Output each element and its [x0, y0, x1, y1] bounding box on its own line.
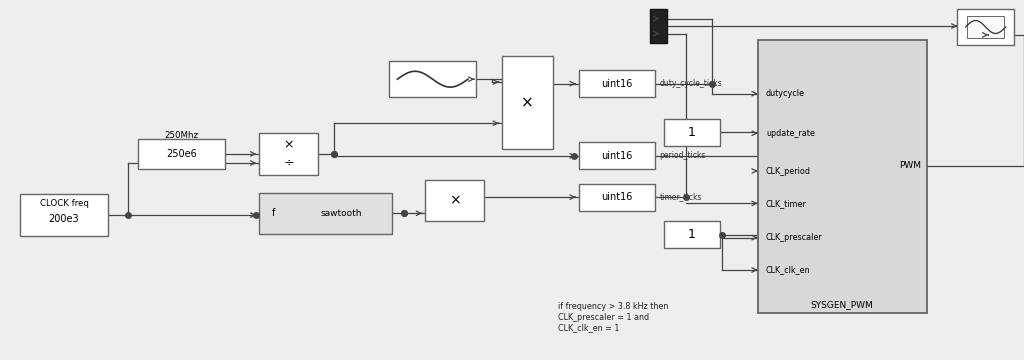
Text: SYSGEN_PWM: SYSGEN_PWM [811, 300, 873, 309]
FancyBboxPatch shape [20, 194, 108, 236]
FancyBboxPatch shape [968, 16, 1004, 38]
Text: 250Mhz: 250Mhz [165, 131, 199, 140]
Text: uint16: uint16 [601, 192, 633, 202]
Text: uint16: uint16 [601, 151, 633, 161]
FancyBboxPatch shape [389, 61, 476, 97]
FancyBboxPatch shape [579, 142, 655, 169]
Text: uint16: uint16 [601, 79, 633, 89]
Text: 1: 1 [688, 228, 695, 242]
Text: period_ticks: period_ticks [659, 151, 706, 160]
FancyBboxPatch shape [957, 9, 1014, 45]
Text: ×: × [284, 138, 294, 151]
Text: ÷: ÷ [284, 157, 294, 170]
Text: f: f [271, 208, 274, 218]
FancyBboxPatch shape [138, 139, 225, 169]
FancyBboxPatch shape [664, 221, 720, 248]
Text: update_rate: update_rate [766, 129, 815, 138]
Text: ×: × [449, 194, 461, 208]
Text: CLOCK freq: CLOCK freq [40, 199, 88, 208]
Text: CLK_timer: CLK_timer [766, 199, 807, 208]
FancyBboxPatch shape [259, 193, 392, 234]
Text: CLK_period: CLK_period [766, 166, 811, 176]
Text: timer_ticks: timer_ticks [659, 193, 702, 202]
Text: sawtooth: sawtooth [321, 209, 362, 218]
FancyBboxPatch shape [425, 180, 484, 221]
Text: ×: × [521, 95, 534, 110]
FancyBboxPatch shape [664, 119, 720, 146]
Text: 250e6: 250e6 [166, 149, 198, 159]
Text: if frequency > 3.8 kHz then
CLK_prescaler = 1 and
CLK_clk_en = 1: if frequency > 3.8 kHz then CLK_prescale… [558, 302, 669, 332]
Text: PWM: PWM [900, 161, 922, 170]
Text: CLK_prescaler: CLK_prescaler [766, 233, 822, 242]
FancyBboxPatch shape [579, 184, 655, 211]
FancyBboxPatch shape [259, 133, 318, 175]
FancyBboxPatch shape [650, 9, 667, 43]
Text: dutycycle: dutycycle [766, 89, 805, 98]
Text: CLK_clk_en: CLK_clk_en [766, 266, 811, 274]
Text: duty_cycle_ticks: duty_cycle_ticks [659, 79, 722, 88]
FancyBboxPatch shape [758, 40, 927, 313]
FancyBboxPatch shape [579, 70, 655, 97]
Text: 200e3: 200e3 [49, 214, 79, 224]
Text: 1: 1 [688, 126, 695, 139]
FancyBboxPatch shape [502, 56, 553, 149]
